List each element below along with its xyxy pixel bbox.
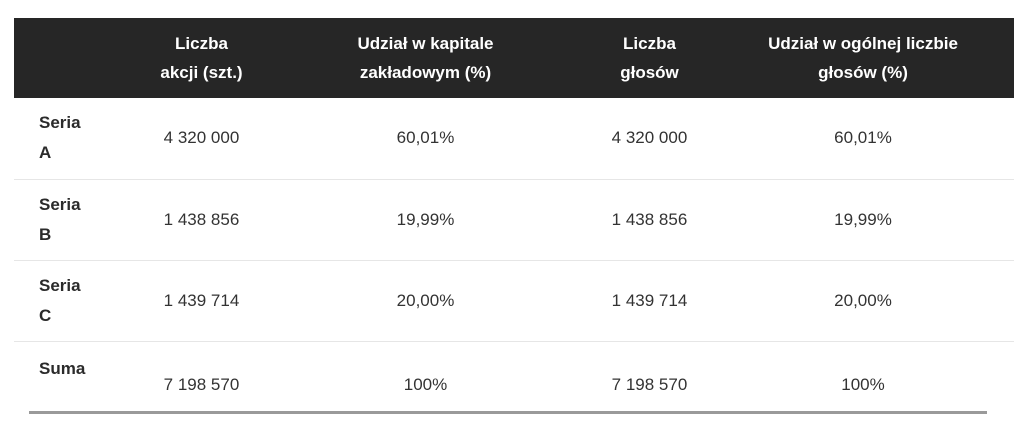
bottom-divider xyxy=(29,411,987,414)
cell-shares: 4 320 000 xyxy=(163,128,240,148)
table-row-total: Suma 7 198 570 100% 7 198 570 100% xyxy=(14,341,1014,422)
header-text: zakładowym (%) xyxy=(359,63,492,82)
header-text: Udział w kapitale xyxy=(357,34,494,53)
header-text: Udział w ogólnej liczbie xyxy=(768,34,958,53)
header-cell-empty xyxy=(14,18,139,98)
cell-votes: 4 320 000 xyxy=(611,128,688,148)
cell-votes-pct: 60,01% xyxy=(834,128,892,148)
cell-capital-pct: 60,01% xyxy=(396,128,455,148)
cell-votes-pct: 20,00% xyxy=(834,290,892,310)
table-row-series-c: Seria C 1 439 714 20,00% 1 439 714 20,00… xyxy=(14,260,1014,341)
cell-votes-pct: 19,99% xyxy=(834,209,892,229)
header-text: głosów xyxy=(620,63,679,82)
cell-votes: 1 439 714 xyxy=(611,290,688,310)
cell-votes: 1 438 856 xyxy=(611,209,688,229)
row-label-text: Suma xyxy=(39,358,86,378)
header-row: Liczba akcji (szt.) Udział w kapitale za… xyxy=(14,18,1014,98)
header-text: akcji (szt.) xyxy=(160,63,243,82)
share-structure-table: Liczba akcji (szt.) Udział w kapitale za… xyxy=(14,18,1014,422)
cell-shares: 1 439 714 xyxy=(163,290,240,310)
header-cell-vote-share: Udział w ogólnej liczbie głosów (%) xyxy=(712,18,1014,98)
table-body: Seria A 4 320 000 60,01% 4 320 000 60,01… xyxy=(14,98,1014,422)
row-label-text: A xyxy=(39,143,52,163)
cell-capital-pct: 100% xyxy=(403,374,448,394)
cell-shares: 7 198 570 xyxy=(163,374,240,394)
table-row-series-a: Seria A 4 320 000 60,01% 4 320 000 60,01… xyxy=(14,98,1014,179)
cell-capital-pct: 20,00% xyxy=(396,290,455,310)
row-label-text: Seria xyxy=(39,194,81,214)
row-label: Seria C xyxy=(14,260,139,341)
row-label-text: B xyxy=(39,224,52,244)
table-header: Liczba akcji (szt.) Udział w kapitale za… xyxy=(14,18,1014,98)
header-cell-share-count: Liczba akcji (szt.) xyxy=(139,18,264,98)
header-text: Liczba xyxy=(175,34,228,53)
row-label-text: Seria xyxy=(39,113,81,133)
cell-votes: 7 198 570 xyxy=(611,374,688,394)
header-text: Liczba xyxy=(623,34,676,53)
share-structure-table-container: Liczba akcji (szt.) Udział w kapitale za… xyxy=(14,18,1014,422)
row-label: Seria A xyxy=(14,98,139,179)
row-label-text: Seria xyxy=(39,275,81,295)
row-label: Suma xyxy=(14,341,139,422)
cell-votes-pct: 100% xyxy=(841,374,885,394)
cell-shares: 1 438 856 xyxy=(163,209,240,229)
header-cell-capital-share: Udział w kapitale zakładowym (%) xyxy=(264,18,587,98)
header-cell-vote-count: Liczba głosów xyxy=(587,18,712,98)
table-row-series-b: Seria B 1 438 856 19,99% 1 438 856 19,99… xyxy=(14,179,1014,260)
row-label: Seria B xyxy=(14,179,139,260)
header-text: głosów (%) xyxy=(818,63,908,82)
row-label-text: C xyxy=(39,305,52,325)
cell-capital-pct: 19,99% xyxy=(396,209,455,229)
